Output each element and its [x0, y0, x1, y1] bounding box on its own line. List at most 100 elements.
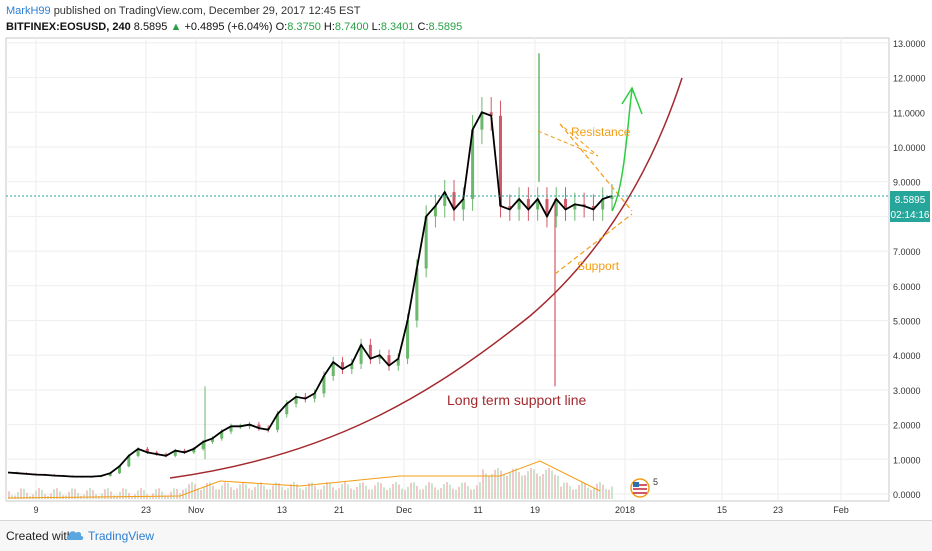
volume-bar [281, 487, 283, 499]
volume-bar [545, 469, 547, 499]
volume-bar [245, 484, 247, 499]
candle-body [517, 199, 521, 210]
long-term-support-curve[interactable] [169, 77, 683, 479]
volume-bar [482, 469, 484, 499]
candle-body [591, 205, 595, 210]
volume-bar [125, 488, 127, 499]
candle-body [257, 424, 261, 429]
volume-bar [23, 488, 25, 499]
volume-bar [116, 495, 118, 499]
publish-line: MarkH99 published on TradingView.com, De… [6, 5, 360, 17]
volume-bar [488, 475, 490, 499]
volume-bar [239, 484, 241, 499]
volume-bar [551, 470, 553, 499]
candle-body [285, 403, 289, 415]
volume-bar [221, 485, 223, 499]
volume-bar [107, 488, 109, 499]
volume-bar [356, 486, 358, 499]
volume-bar [68, 491, 70, 499]
volume-bar [563, 482, 565, 499]
volume-bar [371, 489, 373, 499]
open-label: O: [275, 21, 288, 33]
volume-bar [212, 485, 214, 499]
candle-body [229, 426, 233, 432]
volume-bar [17, 491, 19, 499]
candle-body [526, 199, 530, 210]
volume-bar [473, 489, 475, 499]
time-axis[interactable]: 9 23 Nov 13 21 Dec 11 19 2018 15 23 Feb [33, 505, 848, 515]
volume-bar [137, 490, 139, 499]
volume-bar [458, 486, 460, 499]
volume-bar [104, 489, 106, 499]
candle-body [610, 195, 614, 200]
volume-bar [209, 482, 211, 499]
flag-stripe [633, 484, 647, 486]
volume-bar [233, 489, 235, 499]
volume-bar [293, 482, 295, 499]
volume-bar [155, 489, 157, 499]
volume-bar [257, 483, 259, 499]
events-marker[interactable]: 5 [630, 477, 658, 498]
candle-body [136, 448, 140, 456]
y-tick-label: 2.0000 [893, 421, 921, 431]
candle-body [508, 205, 512, 210]
candle-body [564, 199, 568, 210]
x-tick-label: 23 [773, 505, 783, 515]
triangle-pattern[interactable] [537, 123, 633, 275]
high-value: 8.7400 [334, 21, 369, 33]
x-tick-label: 19 [530, 505, 540, 515]
candle-body [554, 199, 558, 217]
volume-bar [56, 488, 58, 499]
volume-bar [590, 489, 592, 499]
volume-bar [20, 488, 22, 499]
chart-area[interactable]: 13.000012.000011.000010.00009.00008.0000… [0, 36, 932, 516]
volume-bar [443, 483, 445, 499]
volume-bar [119, 491, 121, 499]
y-tick-label: 13.0000 [893, 39, 926, 49]
tradingview-cloud-icon[interactable] [66, 528, 84, 542]
volume-bar [263, 485, 265, 499]
volume-bar [149, 495, 151, 499]
volume-bar [557, 475, 559, 499]
volume-bar [452, 488, 454, 499]
volume-bar [419, 489, 421, 499]
candle-body [368, 344, 372, 359]
volume-bar [533, 469, 535, 499]
x-tick-label: 2018 [615, 505, 635, 515]
symbol-label: BITFINEX:EOSUSD, 240 [6, 21, 131, 33]
x-tick-label: Nov [188, 505, 205, 515]
candle-body [406, 320, 410, 359]
volume-bar [350, 488, 352, 499]
volume-bar [44, 494, 46, 499]
volume-bar [602, 484, 604, 499]
candle-body [573, 204, 577, 210]
y-tick-label: 3.0000 [893, 386, 921, 396]
volume-ma-line [7, 460, 601, 499]
last-price-tag-text: 8.5895 [895, 195, 926, 206]
volume-bar [164, 495, 166, 499]
projection-arrow[interactable] [611, 86, 643, 212]
author-link[interactable]: MarkH99 [6, 5, 51, 17]
volume-bar [593, 487, 595, 499]
volume-bar [143, 490, 145, 499]
volume-bar [200, 489, 202, 499]
low-value: 8.3401 [380, 21, 415, 33]
x-tick-label: 23 [141, 505, 151, 515]
volume-bar [386, 489, 388, 499]
tradingview-link[interactable]: TradingView [88, 529, 155, 543]
volume-bar [542, 473, 544, 499]
flag-stripe [633, 488, 647, 490]
volume-bar [407, 486, 409, 499]
volume-bar [74, 488, 76, 499]
candle-body [127, 455, 131, 467]
volume-bar [86, 490, 88, 499]
volume-bar [128, 492, 130, 499]
volume-bar [98, 495, 100, 499]
candle-body [359, 344, 363, 364]
price-chart[interactable]: 13.000012.000011.000010.00009.00008.0000… [0, 36, 932, 516]
candle-body [173, 450, 177, 456]
price-axis[interactable]: 13.000012.000011.000010.00009.00008.0000… [893, 39, 926, 500]
volume-bar [368, 489, 370, 499]
support-label: Support [577, 259, 620, 273]
volume-bar [611, 486, 613, 499]
